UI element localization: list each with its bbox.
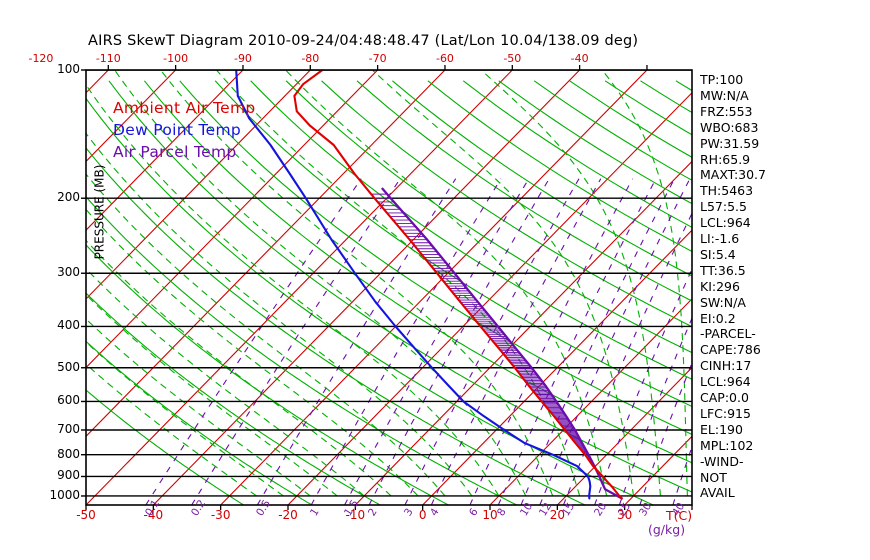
bottom-temp-tick-6: 10 — [482, 508, 498, 522]
parameter-li--1.6: LI:-1.6 — [700, 231, 740, 246]
pressure-tick-600: 600 — [57, 393, 80, 408]
pressure-tick-1000: 1000 — [49, 487, 80, 502]
parameter-not: NOT — [700, 469, 727, 485]
parameter-sw-n-a: SW:N/A — [700, 294, 746, 310]
top-temp-tick-4: -80 — [301, 52, 320, 65]
bottom-temp-tick-2: -30 — [210, 508, 231, 522]
top-temp-tick-8: -40 — [570, 52, 589, 65]
top-temp-tick-2: -100 — [163, 52, 189, 65]
bottom-temp-tick-4: -10 — [345, 508, 366, 522]
pressure-tick-100: 100 — [57, 62, 80, 76]
parameter--wind-: -WIND- — [700, 453, 744, 469]
page-title: AIRS SkewT Diagram 2010-09-24/04:48:48.4… — [88, 33, 639, 49]
pressure-tick-200: 200 — [57, 190, 80, 205]
parameter-mw-n-a: MW:N/A — [700, 87, 749, 103]
parameter-l57-5.5: L57:5.5 — [700, 199, 747, 215]
pressure-tick-500: 500 — [57, 359, 80, 374]
parameter-cap-0.0: CAP:0.0 — [700, 390, 749, 405]
pressure-tick-300: 300 — [57, 265, 80, 280]
legend-dew-point-temp: Dew Point Temp — [113, 121, 241, 139]
parameter-lcl-964: LCL:964 — [700, 215, 751, 231]
temperature-axis-label: T(C) — [666, 508, 693, 523]
mixing-ratio-axis-label: (g/kg) — [648, 522, 686, 537]
top-temp-tick-0: -120 — [28, 52, 54, 65]
bottom-temp-tick-3: -20 — [278, 508, 298, 522]
top-temp-tick-6: -60 — [435, 52, 454, 65]
parameter-lcl-964: LCL:964 — [700, 374, 751, 390]
bottom-temp-tick-8: 30 — [617, 508, 633, 522]
pressure-tick-700: 700 — [57, 421, 80, 436]
parameter-frz-553: FRZ:553 — [700, 103, 753, 119]
parameter-maxt-30.7: MAXT:30.7 — [700, 167, 766, 183]
parameter-tt-36.5: TT:36.5 — [700, 262, 746, 278]
parameter-cinh-17: CINH:17 — [700, 358, 752, 374]
pressure-tick-900: 900 — [57, 468, 80, 483]
parameter-avail: AVAIL — [700, 485, 735, 501]
parameter-lfc-915: LFC:915 — [700, 405, 751, 421]
parameter-si-5.4: SI:5.4 — [700, 246, 736, 262]
parameter-mpl-102: MPL:102 — [700, 437, 754, 453]
bottom-temp-tick-5: 0 — [418, 508, 427, 522]
parameter-tp-100: TP:100 — [700, 72, 744, 87]
legend-ambient-air-temp: Ambient Air Temp — [113, 99, 256, 117]
parameter--parcel-: -PARCEL- — [700, 326, 756, 342]
pressure-axis-label: PRESSURE (MB) — [92, 164, 107, 260]
pressure-tick-400: 400 — [57, 318, 80, 333]
parameter-th-5463: TH:5463 — [700, 183, 754, 199]
top-temp-tick-1: -110 — [95, 52, 121, 65]
bottom-temp-tick-0: -50 — [76, 508, 96, 522]
pressure-tick-800: 800 — [57, 446, 80, 461]
top-temp-tick-7: -50 — [503, 52, 522, 65]
parameter-cape-786: CAPE:786 — [700, 342, 761, 358]
bottom-temp-tick-1: -40 — [143, 508, 164, 522]
parameter-rh-65.9: RH:65.9 — [700, 151, 751, 167]
parameter-wbo-683: WBO:683 — [700, 119, 759, 135]
top-temp-tick-3: -90 — [233, 52, 252, 65]
parameter-pw-31.59: PW:31.59 — [700, 135, 760, 151]
legend-air-parcel-temp: Air Parcel Temp — [113, 143, 237, 161]
parameter-ei-0.2: EI:0.2 — [700, 310, 736, 326]
parameter-el-190: EL:190 — [700, 421, 743, 437]
parameter-ki-296: KI:296 — [700, 278, 740, 294]
top-temp-tick-5: -70 — [368, 52, 387, 65]
bottom-temp-tick-7: 20 — [549, 508, 565, 522]
